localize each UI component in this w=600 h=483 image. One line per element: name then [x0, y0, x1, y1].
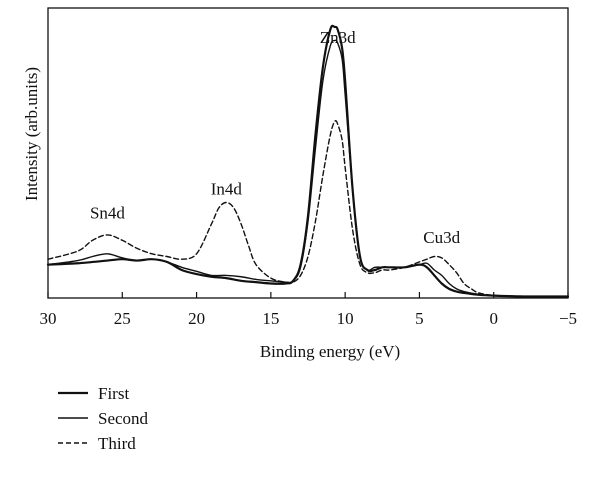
legend: First Second Third: [58, 384, 149, 453]
peak-label-cu3d: Cu3d: [423, 228, 460, 247]
peak-label-zn3d: Zn3d: [320, 28, 356, 47]
x-tick-label: 30: [40, 309, 57, 328]
series-line-first: [46, 24, 570, 298]
series-lines: [46, 24, 570, 298]
legend-label-first: First: [98, 384, 129, 403]
x-tick-label: −5: [559, 309, 577, 328]
peak-annotations: Sn4d In4d Zn3d Cu3d: [90, 28, 461, 247]
x-tick-label: 25: [114, 309, 131, 328]
peak-label-sn4d: Sn4d: [90, 204, 125, 223]
legend-label-second: Second: [98, 409, 149, 428]
series-line-third: [47, 120, 569, 297]
peak-label-in4d: In4d: [211, 179, 243, 198]
series-line-second: [47, 39, 569, 297]
x-tick-label: 20: [188, 309, 205, 328]
x-tick-label: 0: [489, 309, 498, 328]
x-tick-label: 10: [337, 309, 354, 328]
x-axis-title: Binding energy (eV): [260, 342, 400, 361]
x-tick-label: 15: [262, 309, 279, 328]
plot-frame: [47, 7, 569, 299]
plot-border: [47, 7, 569, 299]
legend-label-third: Third: [98, 434, 136, 453]
x-tick-label: 5: [415, 309, 424, 328]
x-axis: 30 25 20 15 10 5 0 −5: [40, 292, 577, 328]
y-axis-title: Intensity (arb.units): [22, 67, 41, 201]
